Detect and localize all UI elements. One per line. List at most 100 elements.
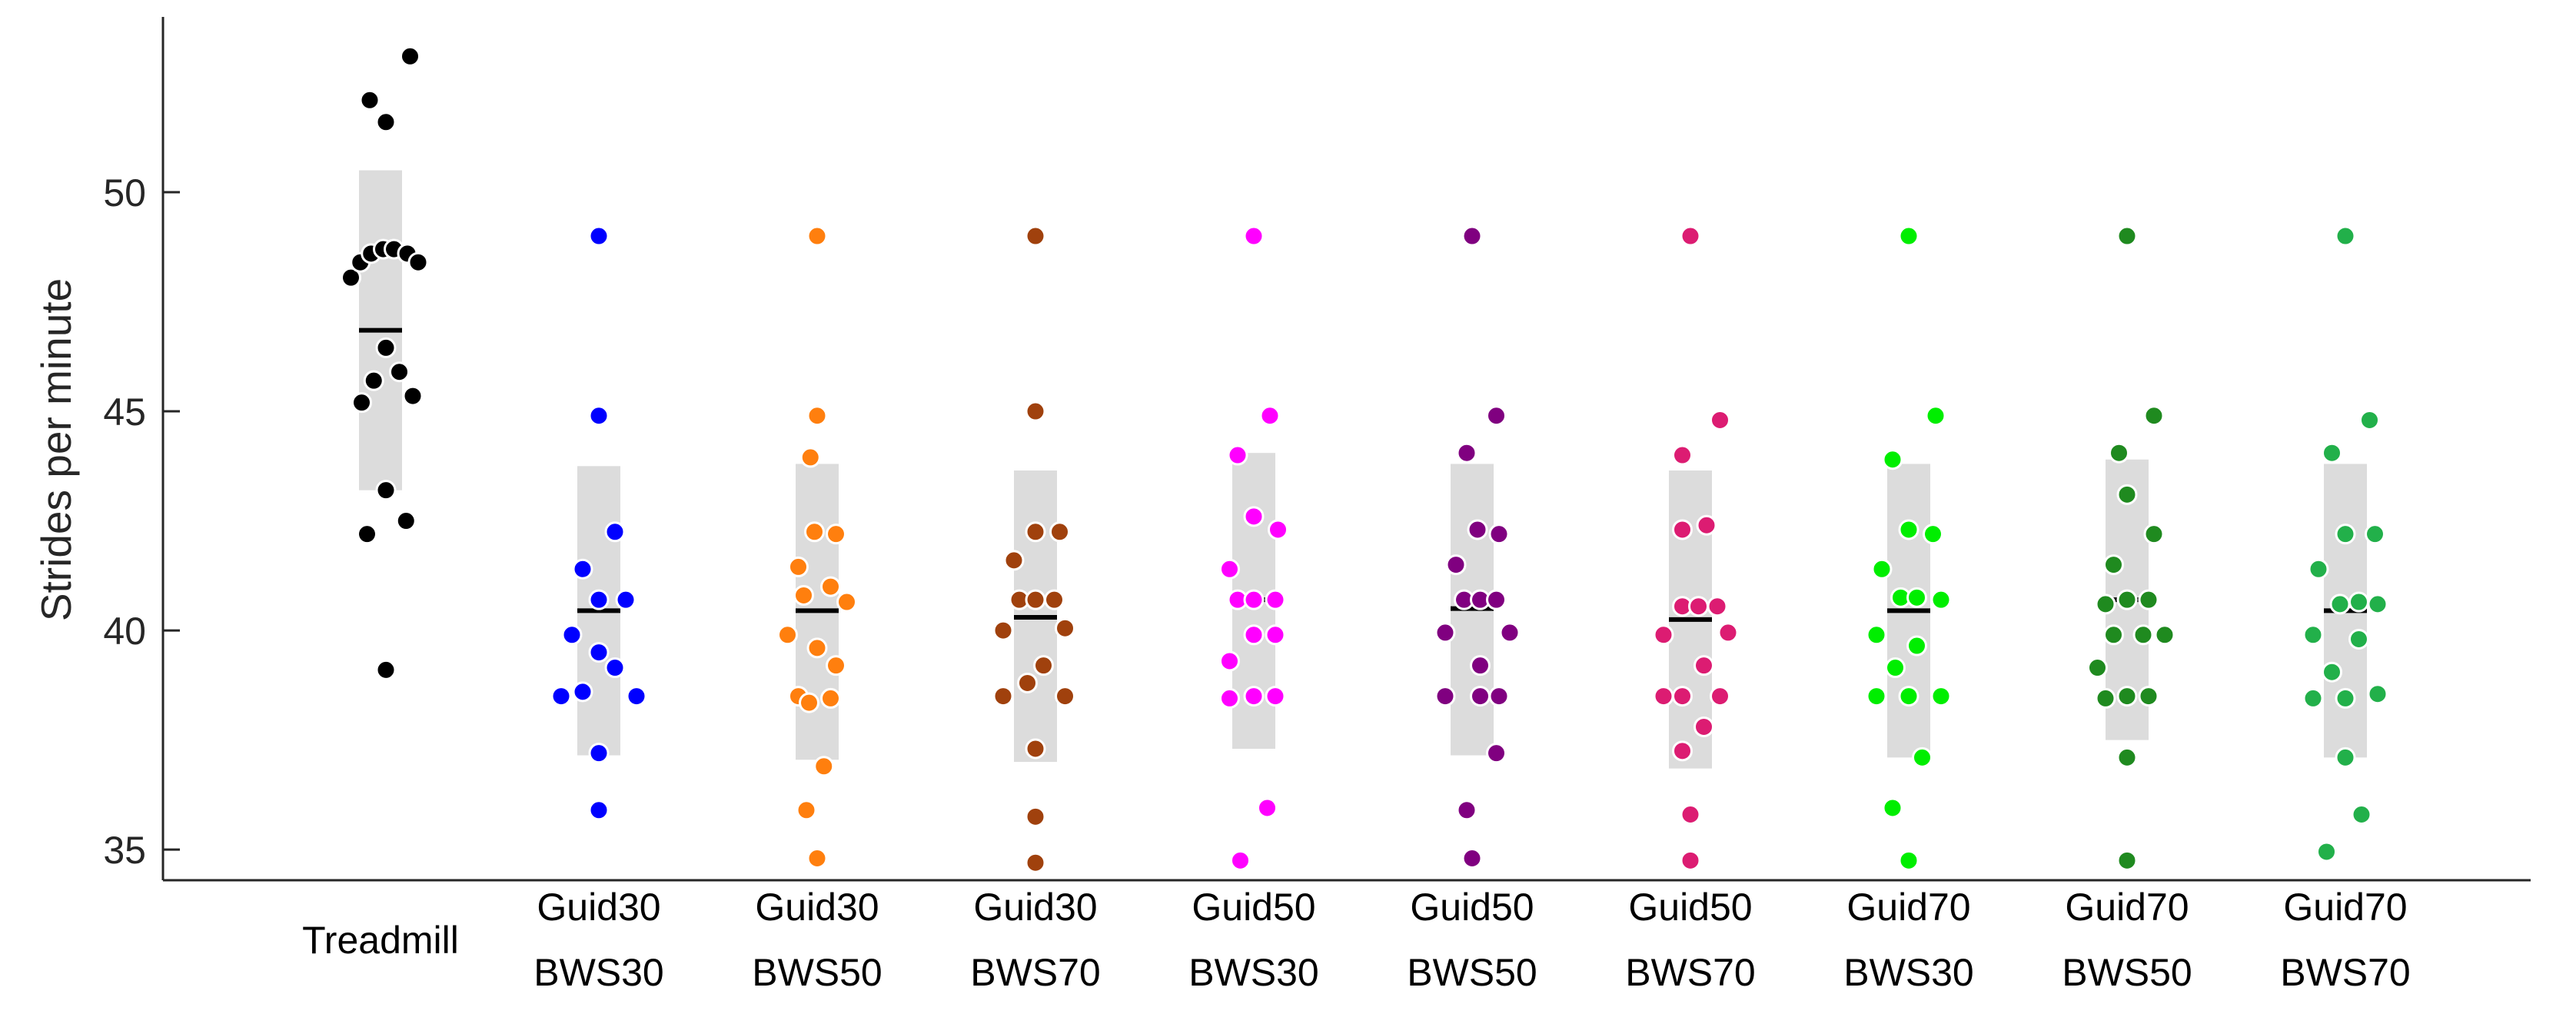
data-point: [1710, 409, 1730, 431]
data-point: [2316, 841, 2337, 863]
data-point: [1486, 589, 1507, 610]
category-label: Guid50: [1410, 886, 1534, 929]
data-point: [2095, 687, 2116, 709]
data-point: [2116, 849, 2138, 871]
data-point: [1219, 650, 1240, 672]
data-point: [615, 589, 637, 610]
data-point: [2109, 442, 2129, 464]
data-point: [1243, 225, 1265, 247]
data-point: [1680, 803, 1701, 825]
data-point: [1243, 624, 1265, 646]
data-point: [1230, 849, 1251, 871]
data-point: [572, 681, 593, 703]
data-point: [2103, 624, 2124, 646]
data-point: [1461, 225, 1483, 247]
data-point: [375, 111, 397, 133]
data-point: [1672, 686, 1693, 707]
y-tick-label: 40: [103, 610, 146, 653]
data-point: [1265, 589, 1286, 610]
y-ticks: 35 40 45 50: [103, 171, 180, 872]
data-point: [2367, 683, 2388, 705]
data-point: [796, 800, 817, 821]
data-point: [813, 756, 835, 777]
data-point: [1219, 558, 1240, 580]
data-point: [1017, 672, 1038, 693]
data-point: [1025, 852, 1046, 873]
data-point: [375, 337, 397, 358]
data-point: [2302, 687, 2324, 709]
data-point: [1707, 596, 1728, 617]
data-point: [2116, 589, 2138, 610]
data-point: [1456, 800, 1477, 821]
data-point: [2138, 589, 2159, 610]
category-labels: Treadmill Guid30 BWS30 Guid30 BWS50 Guid30 BWS…: [302, 886, 2411, 994]
data-point: [2335, 746, 2356, 768]
data-point: [2322, 442, 2342, 464]
data-point: [793, 584, 814, 606]
data-point: [1227, 444, 1248, 466]
data-point: [1672, 740, 1693, 762]
data-point: [1925, 405, 1946, 427]
data-point: [341, 267, 361, 288]
data-point: [1055, 686, 1075, 707]
data-point: [1898, 519, 1920, 540]
data-point: [2087, 657, 2108, 679]
data-point: [806, 637, 828, 659]
data-point: [1882, 449, 1903, 470]
data-point: [2138, 686, 2159, 707]
data-point: [395, 510, 417, 532]
data-point: [1923, 524, 1943, 545]
data-point: [588, 405, 610, 427]
data-point: [1003, 550, 1025, 571]
data-point: [1259, 405, 1281, 427]
data-point: [407, 251, 429, 273]
data-point: [588, 642, 610, 663]
data-point: [1470, 686, 1491, 707]
data-point: [1694, 655, 1714, 677]
data-point: [1243, 589, 1265, 610]
category-label: BWS30: [1188, 951, 1319, 994]
data-point: [1049, 521, 1070, 543]
data-point: [1461, 847, 1483, 869]
category-label: Guid50: [1192, 886, 1315, 929]
category-label: BWS30: [533, 951, 664, 994]
data-point: [1488, 686, 1510, 707]
category-label: Guid30: [973, 886, 1097, 929]
data-point: [1866, 686, 1887, 707]
data-point: [1470, 655, 1491, 677]
category-label: Guid30: [537, 886, 660, 929]
data-point: [2335, 687, 2356, 709]
data-point: [826, 524, 846, 545]
data-point: [363, 370, 384, 391]
data-point: [561, 624, 583, 646]
data-point: [1710, 686, 1730, 707]
data-point: [1243, 506, 1265, 527]
data-point: [1025, 738, 1046, 760]
data-point: [1219, 687, 1240, 709]
axes: [161, 17, 2531, 882]
data-point: [1445, 554, 1467, 576]
data-point: [588, 589, 610, 610]
category-label: Treadmill: [302, 919, 459, 962]
data-point: [572, 558, 593, 580]
data-point: [777, 624, 798, 646]
data-point: [604, 657, 626, 679]
data-point: [1025, 225, 1046, 247]
data-point: [351, 392, 372, 414]
data-point: [2116, 746, 2138, 768]
data-point: [788, 556, 809, 577]
category-label: Guid30: [755, 886, 879, 929]
data-point: [2351, 803, 2372, 825]
data-point: [1055, 617, 1075, 639]
data-point: [1025, 521, 1046, 543]
data-point: [1456, 442, 1477, 464]
data-point: [2095, 593, 2116, 615]
data-point: [804, 521, 825, 543]
data-point: [2143, 405, 2165, 427]
data-point: [389, 361, 410, 383]
data-point: [1486, 405, 1507, 427]
data-point: [1906, 587, 1927, 608]
data-point: [2365, 524, 2385, 545]
y-tick-label: 50: [103, 171, 146, 214]
data-point: [1717, 622, 1739, 643]
